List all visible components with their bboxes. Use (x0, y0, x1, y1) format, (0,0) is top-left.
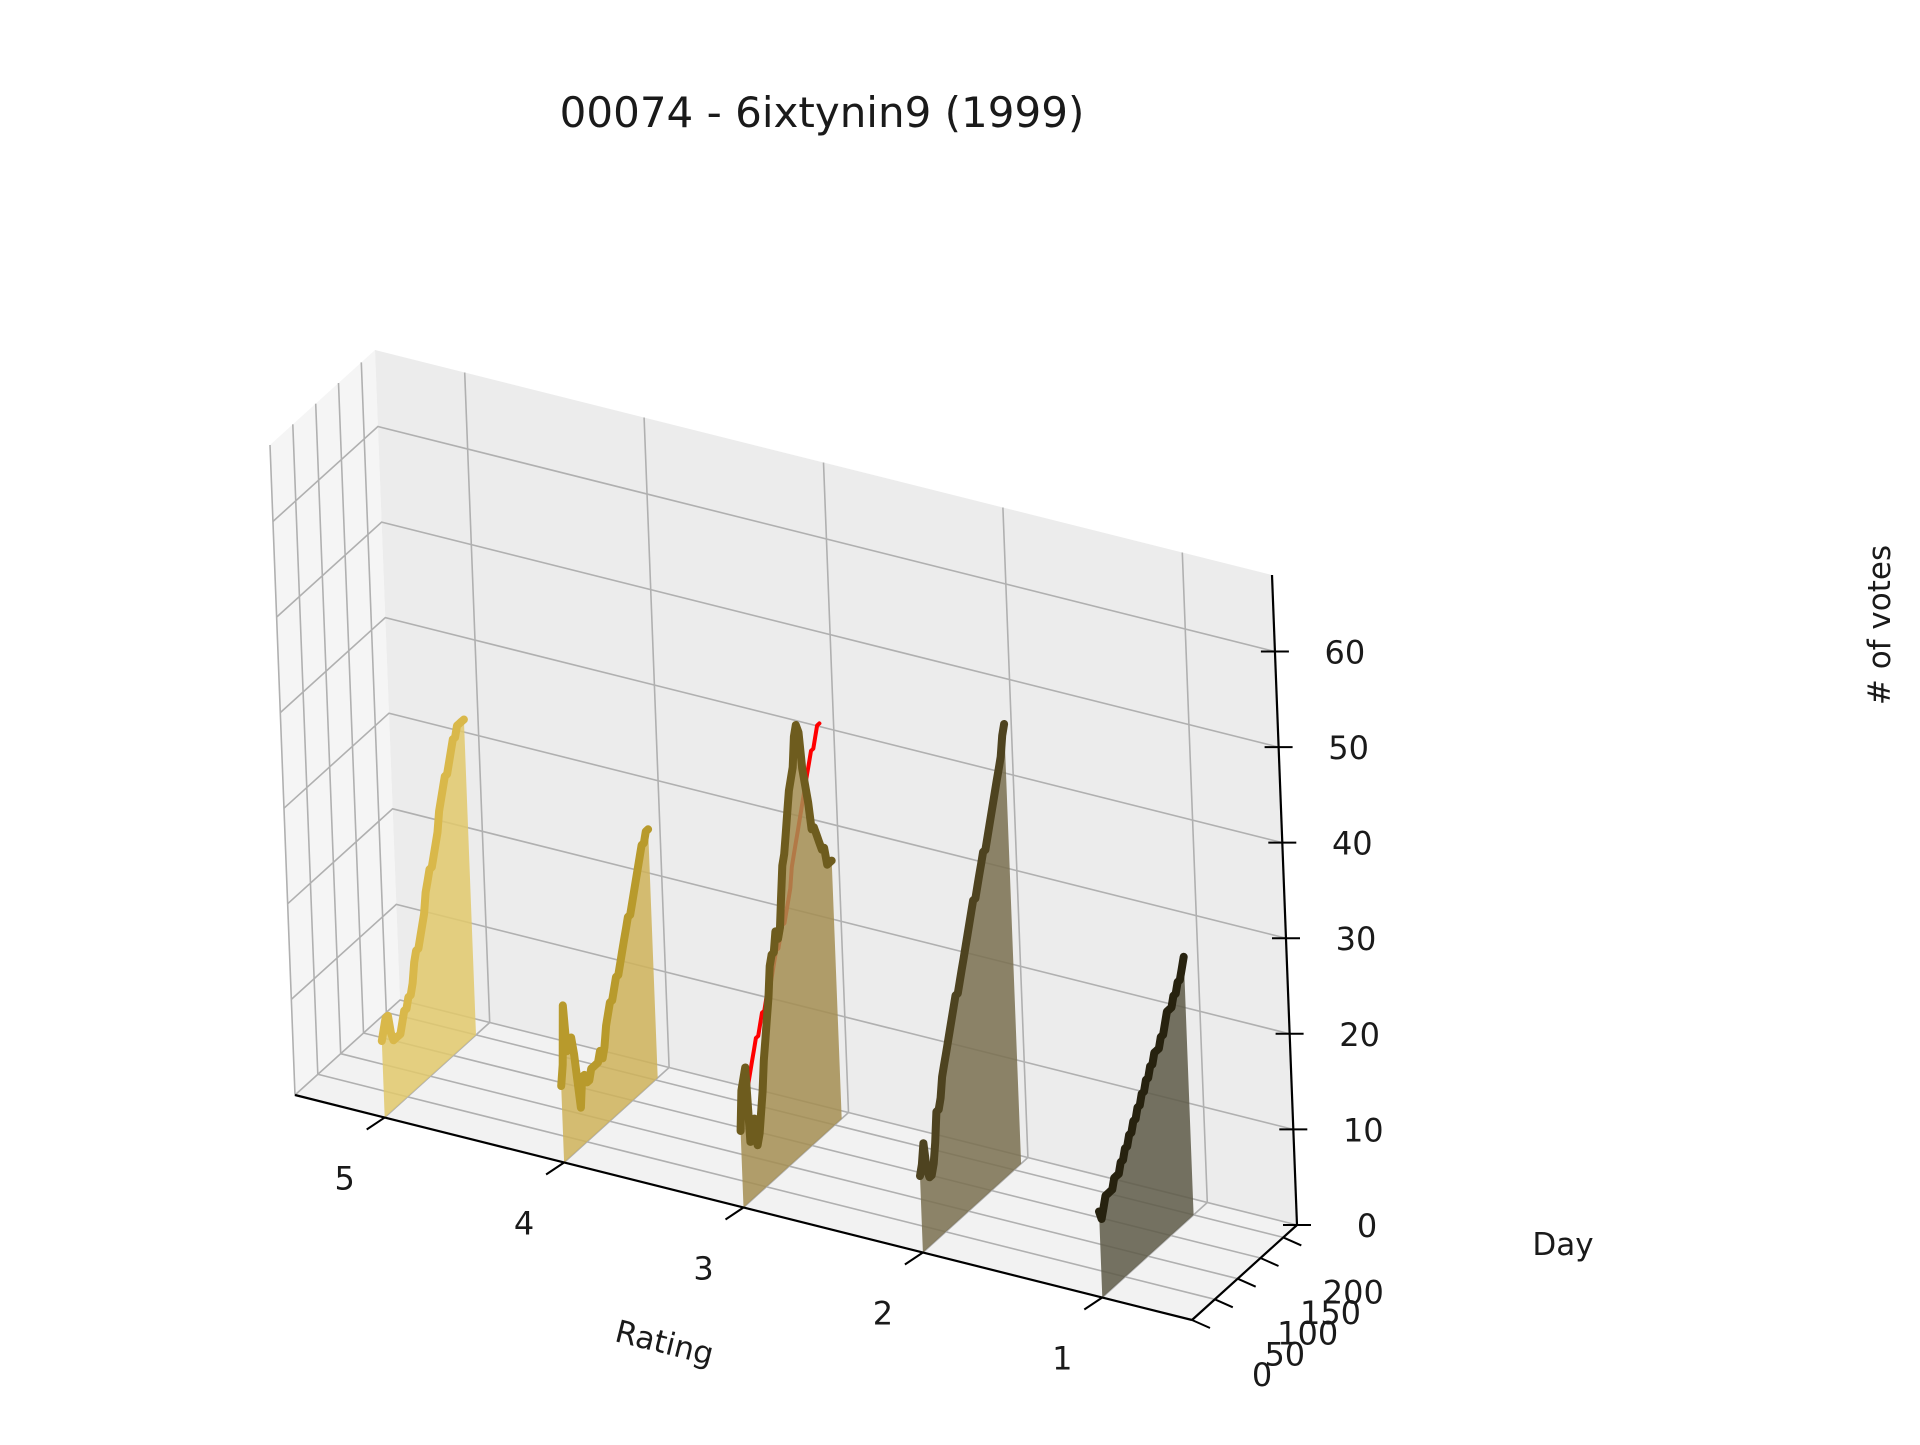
series-line-rating-4 (557, 825, 653, 1112)
rating-tick-2 (904, 1251, 924, 1266)
votes-tick-label-10: 10 (1343, 1111, 1384, 1149)
series-fill-rating-1 (1099, 956, 1194, 1298)
rating-tick-label-2: 2 (873, 1295, 893, 1333)
votes-tick-label-50: 50 (1328, 729, 1369, 767)
rating-tick-4 (545, 1161, 565, 1176)
gridline-votes-40 (279, 616, 1283, 844)
rating-tick-label-3: 3 (693, 1250, 713, 1288)
gridline-votes-60 (272, 425, 1276, 653)
series-group (377, 715, 1194, 1298)
chart-title: 00074 - 6ixtynin9 (1999) (560, 88, 1085, 137)
series-rating-5-0 (377, 715, 476, 1118)
day-tick-label-150: 150 (1300, 1294, 1361, 1332)
rating-tick-5 (366, 1116, 386, 1131)
votes-tick-label-20: 20 (1339, 1016, 1380, 1054)
votes-axis-label: # of votes (1862, 545, 1898, 705)
day-tick-0 (1191, 1319, 1211, 1329)
series-line-rating-5 (377, 715, 468, 1045)
rating-tick-label-5: 5 (335, 1160, 355, 1198)
day-tick-label-200: 200 (1323, 1273, 1384, 1311)
day-tick-200 (1282, 1236, 1302, 1247)
rating-axis-label: Rating (612, 1314, 718, 1373)
series-line-rating-3 (736, 721, 836, 1150)
day-tick-50 (1214, 1298, 1234, 1309)
votes-tick-label-60: 60 (1325, 634, 1366, 672)
votes-axis-line (1270, 574, 1299, 1226)
rating-tick-1 (1083, 1296, 1103, 1311)
series-fill-rating-2 (920, 724, 1022, 1253)
day-tick-100 (1237, 1277, 1257, 1288)
day-tick-label-100: 100 (1277, 1315, 1338, 1353)
series-rating-3-3 (736, 721, 842, 1208)
votes-tick-label-0: 0 (1357, 1207, 1377, 1245)
day-axis-label: Day (1532, 1227, 1593, 1263)
series-rating-4-1 (557, 825, 658, 1163)
series-rating-2-4 (916, 720, 1022, 1253)
votes-tick-label-40: 40 (1332, 825, 1373, 863)
series-line-rating-2 (916, 720, 1009, 1182)
day-tick-label-0: 0 (1252, 1356, 1272, 1394)
gridline-votes-50 (276, 521, 1279, 748)
day-axis-line (1191, 1224, 1298, 1321)
votes-tick-label-30: 30 (1336, 920, 1377, 958)
rating-tick-3 (724, 1206, 745, 1221)
series-line-rating-1 (1095, 952, 1188, 1223)
day-tick-150 (1260, 1257, 1279, 1267)
rating-tick-label-4: 4 (514, 1205, 534, 1243)
day-tick-label-50: 50 (1264, 1335, 1305, 1373)
rating-tick-label-1: 1 (1052, 1340, 1072, 1378)
series-rating-1-5 (1095, 952, 1194, 1298)
